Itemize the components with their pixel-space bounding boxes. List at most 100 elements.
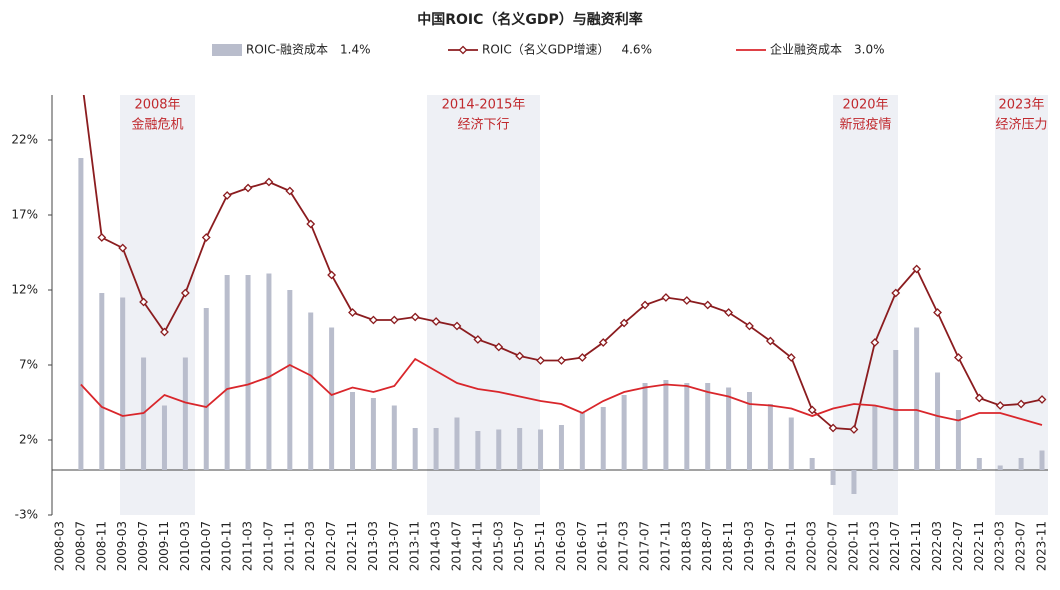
point-marker (765, 336, 775, 346)
x-tick-label: 2011-11 (282, 521, 296, 571)
x-tick-label: 2017-07 (638, 521, 652, 571)
x-tick-label: 2010-03 (178, 521, 192, 571)
bar (99, 293, 105, 470)
bar (224, 275, 230, 470)
x-tick-label: 2009-03 (115, 521, 129, 571)
legend-label: ROIC-融资成本 (246, 43, 328, 57)
bar (78, 158, 84, 470)
x-tick-label: 2019-03 (742, 521, 756, 571)
bar (830, 470, 836, 485)
bar (767, 404, 773, 470)
bar (914, 327, 920, 470)
bar (621, 395, 627, 470)
bar (642, 383, 648, 470)
x-tick-label: 2020-07 (826, 521, 840, 571)
point-marker (828, 423, 838, 433)
x-tick-label: 2021-07 (888, 521, 902, 571)
point-marker (933, 308, 942, 317)
x-tick-label: 2017-03 (617, 521, 631, 571)
x-tick-label: 2012-03 (303, 521, 317, 571)
bar (308, 312, 314, 470)
point-marker (703, 300, 713, 310)
bar (746, 392, 752, 470)
bar (726, 387, 732, 470)
bar (329, 327, 335, 470)
x-tick-label: 2016-11 (596, 521, 610, 571)
x-tick-label: 2019-07 (763, 521, 777, 571)
bar (203, 308, 209, 470)
point-marker (473, 335, 483, 344)
x-tick-label: 2009-07 (136, 521, 150, 571)
point-marker (368, 315, 378, 325)
x-tick-label: 2020-03 (805, 521, 819, 571)
x-tick-label: 2009-11 (157, 521, 171, 571)
y-tick-label: 17% (11, 208, 38, 222)
point-marker (139, 297, 148, 307)
point-marker (598, 338, 608, 347)
event-band (120, 95, 195, 515)
point-marker (745, 321, 754, 331)
x-tick-label: 2023-07 (1014, 521, 1028, 571)
event-band (427, 95, 540, 515)
bar (705, 383, 711, 470)
bar (1039, 450, 1045, 470)
point-marker (222, 191, 232, 200)
point-marker (348, 308, 357, 317)
x-tick-label: 2014-07 (449, 521, 463, 571)
bar (538, 429, 544, 470)
point-marker (97, 233, 107, 242)
y-tick-label: 7% (19, 358, 38, 372)
x-tick-label: 2021-03 (867, 521, 881, 571)
point-marker (786, 353, 796, 362)
y-tick-label: -3% (15, 508, 38, 522)
point-marker (180, 288, 190, 298)
bar (976, 458, 982, 470)
x-tick-label: 2022-11 (972, 521, 986, 571)
bar (475, 431, 481, 470)
point-marker (201, 233, 211, 242)
point-marker (389, 315, 399, 325)
legend-value: 4.6% (621, 43, 652, 57)
bar (935, 372, 941, 470)
point-marker (264, 177, 274, 187)
x-tick-label: 2020-11 (846, 521, 860, 571)
bar (579, 413, 585, 470)
x-tick-label: 2019-11 (784, 521, 798, 571)
bar (517, 428, 523, 470)
bar (350, 392, 356, 470)
point-marker (77, 69, 84, 76)
x-tick-label: 2015-03 (491, 521, 505, 571)
x-tick-label: 2013-03 (366, 521, 380, 571)
x-tick-label: 2016-07 (575, 521, 589, 571)
x-tick-label: 2008-11 (94, 521, 108, 571)
x-tick-label: 2022-03 (930, 521, 944, 571)
bar (955, 410, 961, 470)
point-marker (285, 186, 295, 196)
x-tick-label: 2010-07 (199, 521, 213, 571)
event-label: 金融危机 (131, 117, 183, 133)
x-tick-label: 2014-11 (470, 521, 484, 571)
point-marker (431, 317, 441, 326)
event-band (995, 95, 1048, 515)
bar (496, 429, 502, 470)
event-label: 2014-2015年 (442, 98, 526, 113)
bar (182, 357, 188, 470)
bar (997, 465, 1003, 470)
point-marker (410, 312, 420, 322)
legend-marker (458, 45, 468, 55)
point-marker (536, 356, 545, 365)
x-tick-label: 2010-11 (220, 521, 234, 571)
point-marker (327, 270, 337, 280)
point-marker (118, 243, 128, 253)
point-marker (640, 300, 650, 310)
point-marker (974, 393, 984, 403)
x-tick-label: 2016-03 (554, 521, 568, 571)
point-marker (849, 425, 859, 434)
bar (161, 405, 167, 470)
point-marker (306, 219, 316, 229)
point-marker (243, 183, 253, 193)
point-marker (619, 318, 629, 328)
bar (600, 407, 606, 470)
bar (1018, 458, 1024, 470)
